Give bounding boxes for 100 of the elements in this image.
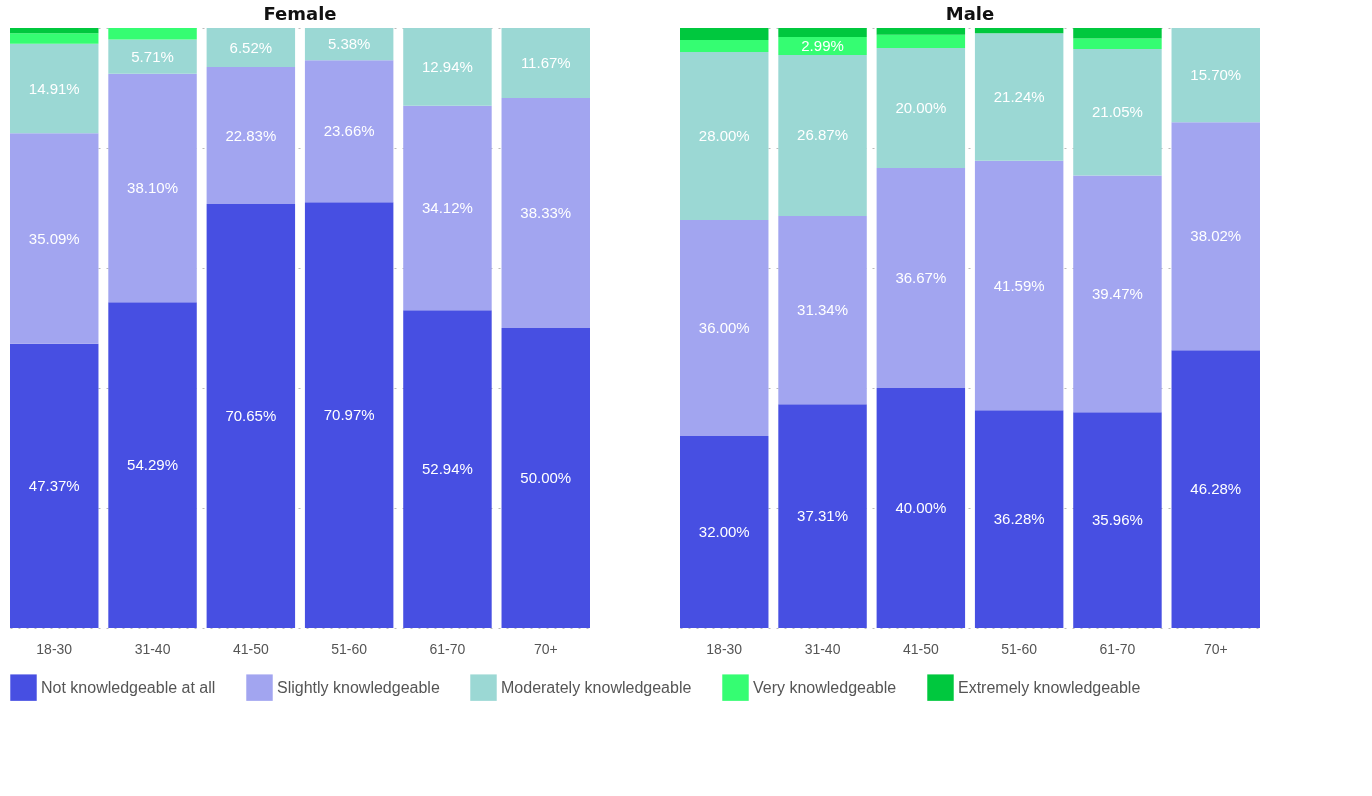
data-label: 50.00% bbox=[520, 469, 572, 486]
bar bbox=[974, 28, 1064, 34]
data-label: 39.47% bbox=[1092, 284, 1143, 302]
x-tick-label: 18-30 bbox=[706, 640, 743, 657]
bar bbox=[876, 34, 966, 48]
bar bbox=[1073, 28, 1162, 39]
legend-label: Not knowledgeable at all bbox=[41, 678, 216, 696]
bar bbox=[1073, 412, 1162, 628]
chart-title: Male bbox=[945, 3, 995, 24]
data-label: 28.00% bbox=[698, 127, 750, 144]
bar bbox=[1171, 122, 1260, 351]
bar bbox=[206, 67, 296, 205]
data-label: 52.94% bbox=[422, 460, 473, 478]
data-label: 37.31% bbox=[797, 507, 848, 525]
bar bbox=[680, 52, 769, 220]
data-label: 6.52% bbox=[229, 38, 273, 56]
bar bbox=[1073, 49, 1162, 176]
bar bbox=[403, 28, 492, 106]
data-label: 21.24% bbox=[993, 88, 1045, 106]
data-label: 46.28% bbox=[1190, 480, 1242, 498]
data-label: 35.09% bbox=[28, 229, 80, 247]
data-label: 70.97% bbox=[323, 406, 375, 424]
data-label: 2.99% bbox=[801, 36, 844, 54]
bar bbox=[403, 310, 492, 628]
bar bbox=[680, 28, 769, 40]
data-label: 70.65% bbox=[225, 407, 277, 425]
bar bbox=[1073, 175, 1162, 413]
legend-label: Very knowledgeable bbox=[753, 678, 897, 696]
data-label: 23.66% bbox=[323, 122, 375, 140]
bar bbox=[304, 27, 394, 61]
data-label: 34.12% bbox=[422, 199, 473, 216]
data-label: 36.28% bbox=[993, 510, 1045, 528]
bar bbox=[680, 40, 769, 52]
bar bbox=[680, 220, 769, 436]
data-label: 31.34% bbox=[797, 301, 848, 319]
bar bbox=[974, 33, 1064, 161]
x-tick-label: 70+ bbox=[533, 640, 558, 657]
data-label: 38.02% bbox=[1190, 227, 1242, 245]
x-tick-label: 31-40 bbox=[804, 640, 841, 657]
bar bbox=[1171, 28, 1260, 123]
data-label: 14.91% bbox=[28, 79, 80, 97]
bar bbox=[501, 328, 590, 628]
x-tick-label: 41-50 bbox=[232, 640, 269, 657]
bar bbox=[501, 28, 590, 99]
data-label: 20.00% bbox=[895, 98, 947, 116]
x-tick-label: 41-50 bbox=[902, 640, 939, 657]
bar bbox=[1171, 350, 1260, 628]
bar bbox=[206, 204, 296, 628]
x-tick-label: 61-70 bbox=[429, 640, 466, 657]
bar bbox=[501, 98, 590, 328]
chart-title: Female bbox=[263, 2, 337, 24]
x-tick-label: 70+ bbox=[1203, 640, 1228, 657]
bar bbox=[778, 216, 867, 405]
bar bbox=[778, 404, 867, 628]
bar bbox=[876, 167, 966, 388]
data-label: 38.10% bbox=[127, 178, 178, 196]
data-label: 5.38% bbox=[327, 35, 371, 53]
legend-label: Extremely knowledgeable bbox=[958, 678, 1141, 696]
bar bbox=[10, 343, 99, 628]
bar bbox=[778, 54, 867, 217]
data-label: 11.67% bbox=[520, 54, 571, 72]
data-label: 12.94% bbox=[422, 57, 473, 75]
data-label: 47.37% bbox=[28, 476, 80, 494]
x-tick-label: 18-30 bbox=[36, 640, 73, 657]
bar bbox=[304, 202, 394, 628]
data-label: 41.59% bbox=[993, 276, 1045, 294]
bar bbox=[108, 302, 197, 628]
bar bbox=[974, 410, 1064, 628]
bar bbox=[680, 436, 769, 628]
data-label: 35.96% bbox=[1092, 511, 1143, 529]
legend-label: Moderately knowledgeable bbox=[501, 678, 692, 696]
data-label: 32.00% bbox=[698, 523, 750, 540]
bar bbox=[304, 60, 394, 203]
bar bbox=[876, 47, 966, 168]
data-label: 15.70% bbox=[1190, 66, 1242, 84]
bar bbox=[10, 28, 99, 34]
bar bbox=[1073, 38, 1162, 50]
bar bbox=[108, 28, 197, 40]
data-label: 26.87% bbox=[797, 126, 848, 144]
bar bbox=[778, 28, 867, 37]
bar bbox=[10, 33, 99, 44]
data-label: 21.05% bbox=[1092, 103, 1143, 121]
bar bbox=[10, 133, 99, 344]
x-tick-label: 51-60 bbox=[331, 640, 368, 657]
bar bbox=[974, 160, 1064, 411]
bar bbox=[108, 39, 197, 74]
bar bbox=[403, 105, 492, 311]
bar bbox=[876, 28, 966, 35]
data-label: 22.83% bbox=[225, 126, 277, 144]
x-tick-label: 51-60 bbox=[1001, 640, 1038, 657]
legend-label: Slightly knowledgeable bbox=[277, 678, 440, 696]
x-tick-label: 31-40 bbox=[134, 640, 171, 657]
bar bbox=[876, 388, 966, 628]
bar bbox=[206, 28, 296, 68]
bar bbox=[108, 73, 197, 303]
bar bbox=[10, 43, 99, 134]
data-label: 5.71% bbox=[131, 47, 174, 65]
data-label: 40.00% bbox=[895, 499, 947, 516]
x-tick-label: 61-70 bbox=[1099, 640, 1136, 657]
data-label: 38.33% bbox=[520, 204, 572, 222]
